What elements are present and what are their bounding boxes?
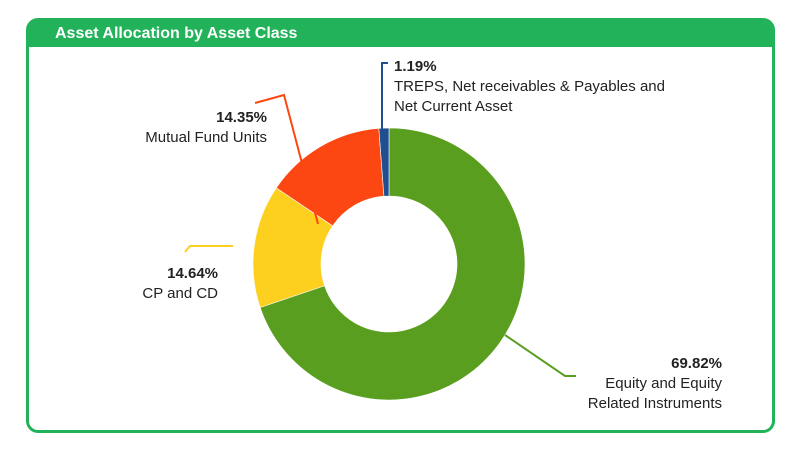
slice-name-label: Related Instruments	[588, 395, 722, 412]
leader-lines	[184, 62, 576, 377]
slice-labels: 69.82% Equity and Equity Related Instrumen…	[142, 58, 722, 412]
slice-name-label: TREPS, Net receivables & Payables and	[394, 78, 665, 95]
slice-value-label: 14.64%	[167, 265, 218, 282]
slice-value-label: 1.19%	[394, 58, 437, 75]
card-header: Asset Allocation by Asset Class	[29, 21, 772, 47]
slice-value-label: 69.82%	[671, 355, 722, 372]
slice-value-label: 14.35%	[216, 109, 267, 126]
slice-name-label: CP and CD	[142, 285, 218, 302]
leader-line-mutual-fund-units	[254, 93, 319, 225]
slice-name-label: Equity and Equity	[605, 375, 722, 392]
donut-slices	[252, 127, 526, 401]
slice-equity-and-equity-related-instruments	[259, 127, 526, 401]
leader-line-equity-and-equity-related-instruments	[504, 334, 576, 377]
slice-name-label: Mutual Fund Units	[145, 129, 267, 146]
leader-line-cp-and-cd	[184, 245, 233, 253]
leader-line-treps-net-receivables-payables-and-net-current-asset	[381, 62, 388, 130]
chart-title: Asset Allocation by Asset Class	[55, 25, 298, 42]
slice-name-label: Net Current Asset	[394, 98, 513, 115]
